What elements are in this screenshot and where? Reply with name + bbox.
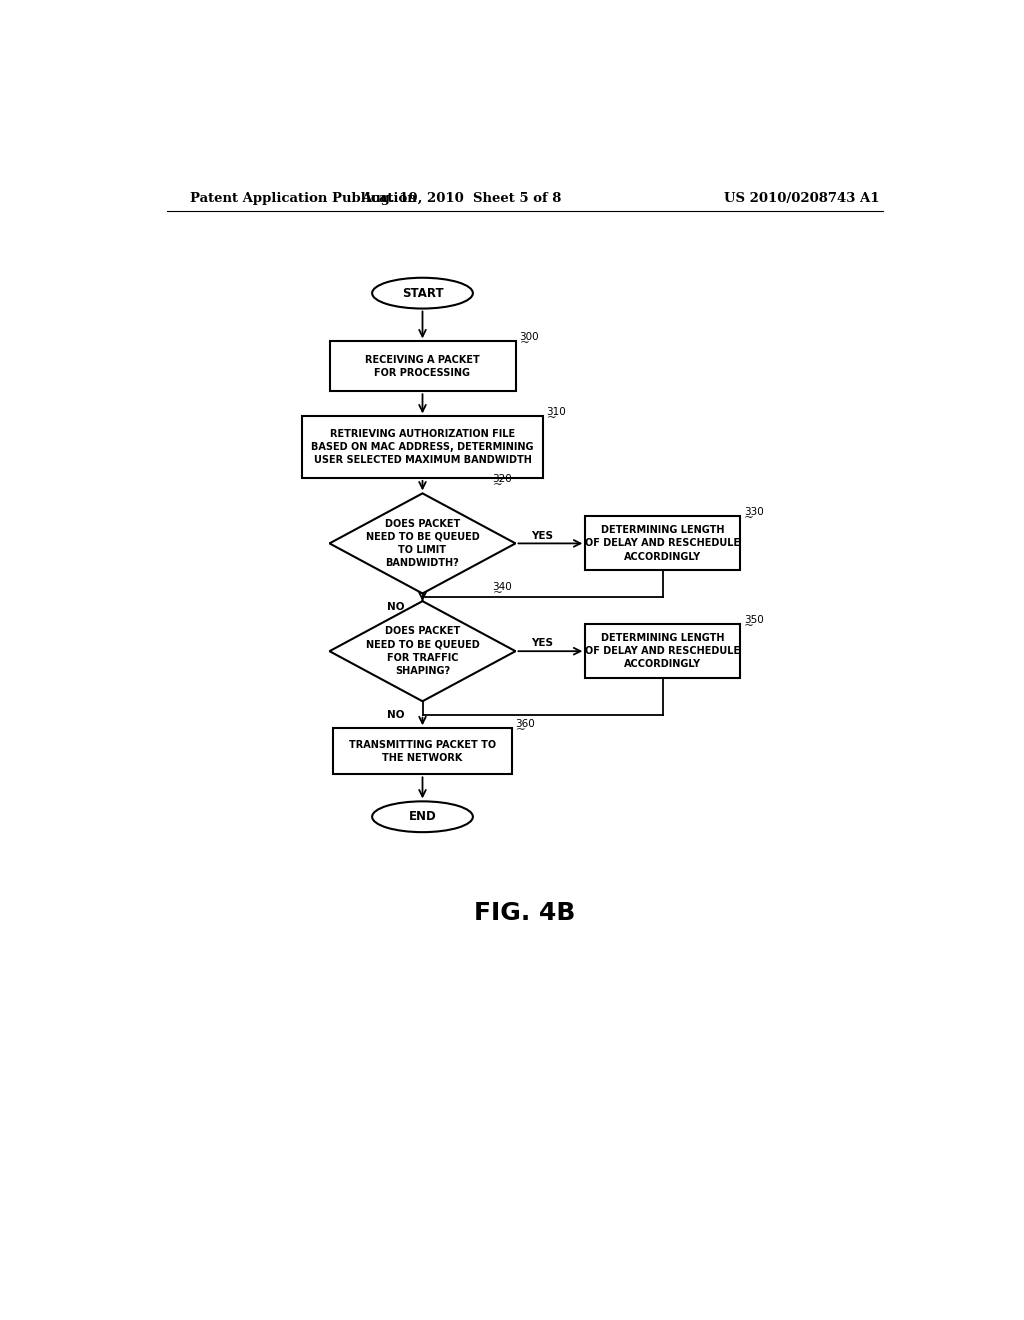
Text: 320: 320 (493, 474, 512, 484)
Text: US 2010/0208743 A1: US 2010/0208743 A1 (725, 191, 880, 205)
Text: 360: 360 (515, 719, 536, 729)
Text: Patent Application Publication: Patent Application Publication (190, 191, 417, 205)
Text: RECEIVING A PACKET
FOR PROCESSING: RECEIVING A PACKET FOR PROCESSING (366, 355, 480, 378)
Text: 340: 340 (493, 582, 512, 591)
Text: FIG. 4B: FIG. 4B (474, 902, 575, 925)
Text: NO: NO (387, 710, 404, 721)
Text: YES: YES (531, 639, 554, 648)
Text: 330: 330 (744, 507, 764, 517)
Text: START: START (401, 286, 443, 300)
Text: ~: ~ (493, 478, 502, 491)
Text: Aug. 19, 2010  Sheet 5 of 8: Aug. 19, 2010 Sheet 5 of 8 (361, 191, 561, 205)
Text: DOES PACKET
NEED TO BE QUEUED
TO LIMIT
BANDWIDTH?: DOES PACKET NEED TO BE QUEUED TO LIMIT B… (366, 519, 479, 568)
Text: YES: YES (531, 531, 554, 541)
Text: TRANSMITTING PACKET TO
THE NETWORK: TRANSMITTING PACKET TO THE NETWORK (349, 739, 496, 763)
Text: DOES PACKET
NEED TO BE QUEUED
FOR TRAFFIC
SHAPING?: DOES PACKET NEED TO BE QUEUED FOR TRAFFI… (366, 627, 479, 676)
Text: ~: ~ (744, 511, 754, 524)
Text: ~: ~ (493, 586, 502, 599)
Text: ~: ~ (744, 619, 754, 632)
Text: END: END (409, 810, 436, 824)
Text: RETRIEVING AUTHORIZATION FILE
BASED ON MAC ADDRESS, DETERMINING
USER SELECTED MA: RETRIEVING AUTHORIZATION FILE BASED ON M… (311, 429, 534, 466)
Text: DETERMINING LENGTH
OF DELAY AND RESCHEDULE
ACCORDINGLY: DETERMINING LENGTH OF DELAY AND RESCHEDU… (585, 634, 740, 669)
Text: NO: NO (387, 602, 404, 612)
Text: DETERMINING LENGTH
OF DELAY AND RESCHEDULE
ACCORDINGLY: DETERMINING LENGTH OF DELAY AND RESCHEDU… (585, 525, 740, 561)
Text: ~: ~ (519, 337, 529, 348)
Text: 350: 350 (744, 615, 764, 626)
Text: ~: ~ (547, 411, 556, 424)
Text: 310: 310 (547, 407, 566, 417)
Text: 300: 300 (519, 333, 539, 342)
Text: ~: ~ (515, 723, 525, 737)
